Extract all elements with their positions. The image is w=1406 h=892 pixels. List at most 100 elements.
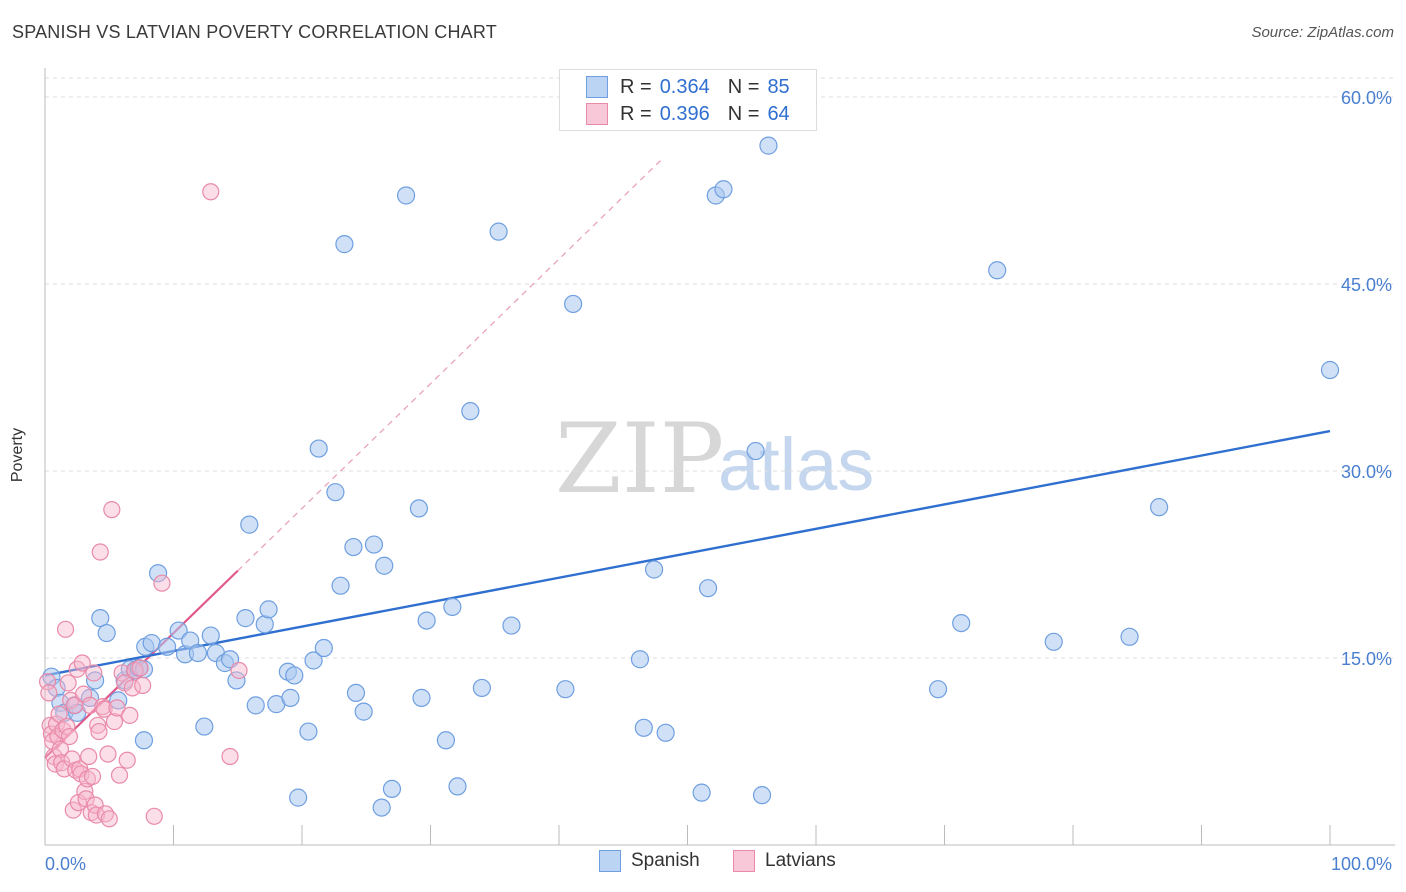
spanish-point	[928, 680, 948, 699]
latvian-point	[99, 745, 117, 763]
watermark-zip: ZIP	[555, 403, 724, 515]
spanish-point	[169, 621, 188, 640]
latvian-point	[91, 543, 109, 561]
spanish-point	[461, 402, 480, 421]
spanish-point	[331, 576, 350, 595]
spanish-point	[644, 560, 664, 579]
latvian-point	[59, 674, 77, 692]
spanish-legend-swatch	[599, 850, 621, 872]
spanish-point	[472, 678, 491, 698]
latvian-point	[230, 661, 248, 680]
latvian-point	[134, 676, 152, 695]
spanish-point	[148, 564, 168, 583]
legend-r-value: 0.364	[659, 75, 710, 98]
legend-item-latvians[interactable]: Latvians	[733, 850, 836, 872]
latvian-point	[123, 679, 141, 697]
latvian-point	[113, 664, 131, 682]
latvian-point	[80, 747, 98, 766]
spanish-point	[382, 779, 402, 799]
spanish-point	[314, 638, 333, 658]
spanish-point	[556, 680, 575, 699]
spanish-point	[443, 597, 462, 616]
axes	[44, 68, 1395, 846]
latvian-point	[50, 705, 68, 723]
spanish-point	[692, 783, 711, 802]
spanish-point	[714, 180, 733, 199]
data-points	[38, 136, 1340, 828]
spanish-point	[364, 535, 384, 554]
x-tick-labels: 0.0% 100.0%	[45, 854, 1392, 874]
spanish-point	[344, 537, 363, 557]
spanish-point	[759, 136, 778, 155]
latvian-point	[100, 810, 118, 828]
legend-spanish-label: Spanish	[631, 850, 700, 871]
y-tick-label: 60.0%	[1341, 88, 1392, 108]
spanish-point	[157, 637, 177, 656]
latvian-point	[121, 706, 139, 724]
latvian-swatch	[586, 103, 608, 125]
legend-n-label: N =	[727, 75, 760, 98]
spanish-point	[564, 294, 583, 314]
chart-title: SPANISH VS LATVIAN POVERTY CORRELATION C…	[12, 22, 497, 42]
series-legend: Spanish Latvians	[0, 850, 1406, 878]
spanish-swatch	[586, 76, 608, 98]
spanish-point	[436, 731, 456, 750]
legend-row-spanish: R = 0.364 N = 85	[586, 75, 790, 99]
gridlines	[45, 77, 1395, 659]
spanish-point	[988, 261, 1007, 280]
spanish-point	[412, 688, 431, 707]
spanish-point	[309, 439, 328, 458]
latvian-point	[89, 716, 107, 734]
spanish-point	[240, 515, 259, 534]
spanish-point	[375, 556, 394, 575]
x-tick-label: 0.0%	[45, 854, 86, 874]
latvian-point	[47, 715, 66, 733]
spanish-point	[195, 717, 214, 736]
spanish-point	[656, 723, 675, 742]
latvian-point	[95, 700, 113, 718]
spanish-point	[502, 616, 521, 635]
spanish-point	[326, 483, 345, 502]
spanish-point	[289, 788, 308, 807]
spanish-point	[746, 441, 765, 461]
latvian-point	[103, 501, 121, 519]
latvian-point	[118, 751, 136, 769]
latvian-point	[90, 722, 108, 741]
spanish-point	[188, 643, 208, 663]
spanish-point	[91, 609, 110, 628]
spanish-point	[236, 609, 255, 628]
legend-item-spanish[interactable]: Spanish	[599, 850, 700, 872]
spanish-point	[489, 222, 508, 241]
spanish-point	[952, 613, 971, 633]
legend-n-value: 85	[767, 75, 790, 98]
y-tick-label: 15.0%	[1341, 649, 1392, 669]
spanish-point	[1320, 360, 1340, 380]
latvian-point	[58, 717, 76, 736]
spanish-point	[142, 633, 161, 653]
legend-n-label: N =	[727, 102, 760, 125]
spanish-point	[630, 650, 650, 669]
stats-legend: R = 0.364 N = 85 R = 0.396 N = 64	[559, 69, 817, 131]
spanish-trend-line	[44, 429, 1331, 677]
latvian-point	[87, 806, 106, 824]
latvian-point	[46, 755, 64, 773]
x-tick-label: 100.0%	[1331, 854, 1392, 874]
source-label: Source: ZipAtlas.com	[1251, 24, 1394, 41]
latvian-point	[110, 766, 129, 784]
latvian-point	[153, 574, 171, 592]
spanish-point	[1044, 632, 1063, 651]
spanish-point	[698, 579, 718, 598]
latvian-point	[40, 684, 58, 702]
watermark-atlas: atlas	[718, 423, 874, 506]
spanish-point	[285, 666, 304, 685]
spanish-point	[448, 777, 467, 796]
y-tick-labels: 15.0% 30.0% 45.0% 60.0%	[1341, 88, 1392, 669]
spanish-point	[354, 702, 373, 721]
legend-r-label: R =	[620, 102, 652, 125]
y-tick-label: 45.0%	[1341, 275, 1392, 295]
latvian-point	[131, 659, 149, 677]
legend-r-value: 0.396	[659, 102, 710, 125]
latvian-point	[108, 699, 126, 717]
legend-latvians-label: Latvians	[765, 850, 836, 871]
